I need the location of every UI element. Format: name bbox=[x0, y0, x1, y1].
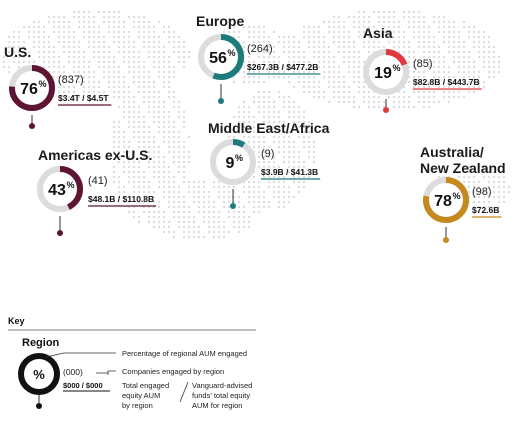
aum-values: $3.9B / $41.3B bbox=[261, 167, 318, 177]
key-aum-placeholder: $000 / $000 bbox=[63, 381, 103, 390]
donut-arc bbox=[363, 49, 409, 95]
donut-arc bbox=[198, 34, 244, 80]
companies-count: (9) bbox=[261, 148, 274, 160]
pin-dot bbox=[383, 107, 389, 113]
percent-label: 76 bbox=[20, 81, 38, 98]
companies-count: (264) bbox=[247, 43, 273, 55]
region-name: Australia/ bbox=[420, 144, 484, 160]
pin-dot bbox=[230, 203, 236, 209]
region-name: New Zealand bbox=[420, 160, 506, 176]
key-desc-engaged: Total engaged bbox=[122, 381, 169, 390]
percent-sign: % bbox=[39, 79, 47, 89]
percent-label: 43 bbox=[48, 182, 66, 199]
donut-arc bbox=[423, 177, 469, 223]
aum-values: $3.4T / $4.5T bbox=[58, 93, 109, 103]
key-slash bbox=[179, 381, 189, 403]
pin-dot bbox=[218, 98, 224, 104]
region-asia: Asia 19% (85) $82.8B / $443.7B bbox=[363, 25, 482, 113]
region-name: Europe bbox=[196, 13, 244, 29]
donut-arc bbox=[9, 65, 55, 111]
key-desc-engaged: equity AUM bbox=[122, 391, 160, 400]
key-desc-percentage: Percentage of regional AUM engaged bbox=[122, 349, 247, 358]
companies-count: (837) bbox=[58, 74, 84, 86]
companies-count: (85) bbox=[413, 58, 433, 70]
percent-label: 78 bbox=[434, 193, 452, 210]
aum-values: $267.3B / $477.2B bbox=[247, 62, 318, 72]
regions-layer: U.S. 76% (837) $3.4T / $4.5T Europe 56% (264) $… bbox=[4, 13, 506, 243]
key-desc-vanguard: Vanguard-advised bbox=[192, 381, 252, 390]
region-australia-new-zealand: Australia/New Zealand 78% (98) $72.6B bbox=[420, 144, 506, 243]
percent-sign: % bbox=[67, 180, 75, 190]
donut-arc bbox=[210, 139, 256, 185]
percent-label: 9 bbox=[226, 155, 235, 172]
region-name: Americas ex-U.S. bbox=[38, 147, 152, 163]
percent-sign: % bbox=[453, 191, 461, 201]
key-percent-symbol: % bbox=[33, 367, 45, 382]
percent-sign: % bbox=[235, 153, 243, 163]
key-desc-companies: Companies engaged by region bbox=[122, 367, 224, 376]
key-desc-vanguard: AUM for region bbox=[192, 401, 242, 410]
world-map-dots bbox=[2, 10, 511, 239]
key-count-placeholder: (000) bbox=[63, 367, 83, 377]
donut-arc bbox=[37, 166, 83, 212]
key-desc-engaged: by region bbox=[122, 401, 153, 410]
percent-sign: % bbox=[228, 48, 236, 58]
percent-label: 56 bbox=[209, 50, 227, 67]
key-pin-dot bbox=[36, 403, 42, 409]
aum-values: $72.6B bbox=[472, 205, 499, 215]
key-connector-pct bbox=[45, 352, 116, 358]
key-legend: Key Region% (000) $000 / $000 Percentage of … bbox=[8, 316, 256, 410]
pin-dot bbox=[29, 123, 35, 129]
companies-count: (98) bbox=[472, 186, 492, 198]
key-desc-vanguard: funds’ total equity bbox=[192, 391, 250, 400]
aum-values: $48.1B / $110.8B bbox=[88, 194, 154, 204]
pin-dot bbox=[443, 237, 449, 243]
region-name: U.S. bbox=[4, 44, 31, 60]
percent-sign: % bbox=[393, 63, 401, 73]
region-europe: Europe 56% (264) $267.3B / $477.2B bbox=[196, 13, 321, 104]
companies-count: (41) bbox=[88, 175, 108, 187]
key-title: Key bbox=[8, 316, 25, 326]
key-region-label: Region bbox=[22, 337, 60, 349]
region-u-s: U.S. 76% (837) $3.4T / $4.5T bbox=[4, 44, 112, 129]
pin-dot bbox=[57, 230, 63, 236]
region-americas-ex-u-s: Americas ex-U.S. 43% (41) $48.1B / $110.8B bbox=[37, 147, 157, 236]
region-name: Middle East/Africa bbox=[208, 120, 330, 136]
percent-label: 19 bbox=[374, 65, 392, 82]
aum-values: $82.8B / $443.7B bbox=[413, 77, 480, 87]
key-connector-companies bbox=[96, 370, 116, 374]
key-donut bbox=[18, 353, 60, 395]
region-middle-east-africa: Middle East/Africa 9% (9) $3.9B / $41.3B bbox=[208, 120, 330, 209]
region-name: Asia bbox=[363, 25, 393, 41]
